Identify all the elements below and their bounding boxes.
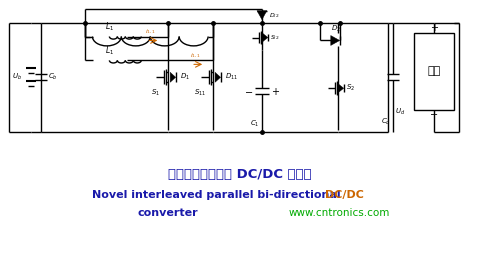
Text: 新型交错并联双向 DC/DC 变换器: 新型交错并联双向 DC/DC 变换器 <box>168 168 312 181</box>
Text: DC/DC: DC/DC <box>325 190 364 200</box>
Polygon shape <box>339 84 344 92</box>
Text: −: − <box>431 110 439 120</box>
Polygon shape <box>215 72 220 82</box>
Text: $S_2$: $S_2$ <box>346 83 355 93</box>
Text: $S_{l2}$: $S_{l2}$ <box>270 33 279 42</box>
Text: $L_1$: $L_1$ <box>105 44 114 57</box>
Text: $D_1$: $D_1$ <box>180 72 190 82</box>
Polygon shape <box>257 11 267 20</box>
Text: Novel interleaved parallel bi-directional: Novel interleaved parallel bi-directiona… <box>92 190 344 200</box>
Text: $L_1$: $L_1$ <box>105 20 114 33</box>
Text: $-$: $-$ <box>244 86 253 96</box>
Text: www.cntronics.com: www.cntronics.com <box>289 207 390 218</box>
Text: $D_{l2}$: $D_{l2}$ <box>269 11 279 20</box>
Text: $D_{11}$: $D_{11}$ <box>225 72 238 82</box>
Text: converter: converter <box>138 207 199 218</box>
Polygon shape <box>170 72 176 82</box>
Text: $C_1$: $C_1$ <box>251 119 260 129</box>
Text: $C_b$: $C_b$ <box>48 72 57 82</box>
Text: +: + <box>431 23 438 33</box>
Text: $S_1$: $S_1$ <box>151 88 160 98</box>
Text: $+$: $+$ <box>271 86 280 97</box>
Text: $i_{1,1}$: $i_{1,1}$ <box>190 52 201 60</box>
Text: $D_2$: $D_2$ <box>331 23 341 34</box>
Text: $C_d$: $C_d$ <box>381 117 391 127</box>
Text: $U_d$: $U_d$ <box>395 107 405 117</box>
Text: 负载: 负载 <box>428 66 441 76</box>
Polygon shape <box>263 33 268 42</box>
Text: $i_{1,1}$: $i_{1,1}$ <box>144 28 156 36</box>
Bar <box>415 33 455 110</box>
Text: $U_b$: $U_b$ <box>12 72 22 82</box>
Text: $S_{11}$: $S_{11}$ <box>194 88 206 98</box>
Polygon shape <box>331 36 340 46</box>
